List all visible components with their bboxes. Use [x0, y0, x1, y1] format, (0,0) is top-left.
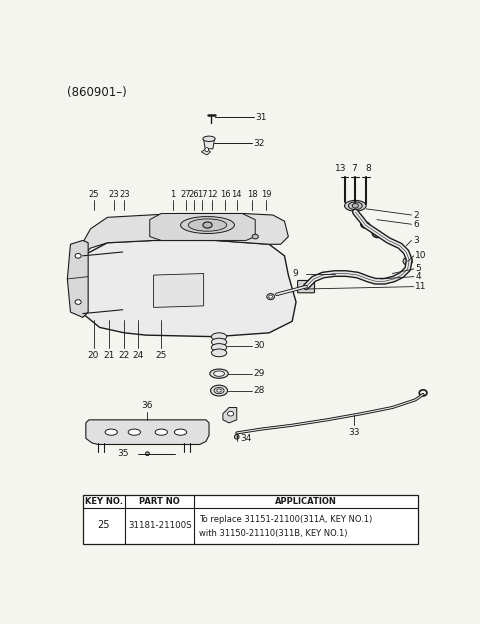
Ellipse shape	[217, 389, 221, 392]
Ellipse shape	[352, 203, 359, 208]
Text: APPLICATION: APPLICATION	[275, 497, 337, 506]
Text: 7: 7	[352, 165, 358, 173]
Text: 2: 2	[413, 210, 419, 220]
Text: 13: 13	[335, 165, 347, 173]
Text: 4: 4	[415, 272, 421, 281]
Text: 12: 12	[207, 190, 217, 199]
Ellipse shape	[210, 369, 228, 378]
Ellipse shape	[203, 136, 215, 142]
Text: 34: 34	[240, 434, 251, 443]
Text: 31181-21100S: 31181-21100S	[128, 521, 192, 530]
Polygon shape	[201, 149, 211, 155]
Text: (860901–): (860901–)	[67, 85, 127, 99]
Text: KEY NO.: KEY NO.	[85, 497, 123, 506]
Text: 22: 22	[119, 351, 130, 359]
Ellipse shape	[180, 217, 234, 233]
Text: 10: 10	[415, 251, 427, 260]
Ellipse shape	[234, 434, 239, 439]
Text: 27: 27	[180, 190, 191, 199]
Text: 3: 3	[413, 236, 419, 245]
Ellipse shape	[211, 344, 227, 351]
Ellipse shape	[203, 222, 212, 228]
Text: 33: 33	[348, 427, 360, 437]
Text: 31: 31	[255, 113, 267, 122]
Ellipse shape	[174, 429, 187, 436]
FancyBboxPatch shape	[83, 495, 418, 544]
Text: 25: 25	[156, 351, 167, 359]
Ellipse shape	[205, 148, 209, 152]
Ellipse shape	[269, 295, 273, 298]
Ellipse shape	[105, 429, 118, 436]
Text: 28: 28	[254, 386, 265, 395]
Text: 23: 23	[108, 190, 119, 199]
Text: 21: 21	[103, 351, 115, 359]
Ellipse shape	[188, 219, 227, 231]
Ellipse shape	[128, 429, 141, 436]
Text: 17: 17	[197, 190, 207, 199]
Ellipse shape	[211, 338, 227, 346]
Text: 11: 11	[415, 282, 427, 291]
Text: 30: 30	[254, 341, 265, 351]
Polygon shape	[67, 240, 88, 318]
Text: 26: 26	[188, 190, 199, 199]
Ellipse shape	[155, 429, 168, 436]
Polygon shape	[204, 140, 215, 149]
Text: 19: 19	[261, 190, 271, 199]
Polygon shape	[83, 213, 288, 256]
Text: 1: 1	[170, 190, 176, 199]
Polygon shape	[150, 213, 255, 240]
Text: To replace 31151-21100(311A, KEY NO.1): To replace 31151-21100(311A, KEY NO.1)	[199, 515, 372, 524]
Text: 25: 25	[88, 190, 99, 199]
Text: 35: 35	[118, 449, 129, 458]
Ellipse shape	[267, 293, 275, 300]
Ellipse shape	[75, 253, 81, 258]
Text: 8: 8	[366, 165, 372, 173]
Ellipse shape	[252, 234, 258, 239]
Polygon shape	[154, 273, 204, 308]
Polygon shape	[86, 420, 209, 444]
Polygon shape	[83, 240, 296, 337]
Ellipse shape	[211, 333, 227, 341]
FancyBboxPatch shape	[298, 280, 314, 293]
Text: 18: 18	[247, 190, 257, 199]
Ellipse shape	[214, 371, 225, 376]
Text: 24: 24	[132, 351, 144, 359]
Text: 14: 14	[231, 190, 242, 199]
Ellipse shape	[348, 202, 362, 210]
Ellipse shape	[214, 388, 224, 394]
Ellipse shape	[211, 349, 227, 357]
Text: 25: 25	[98, 520, 110, 530]
Ellipse shape	[211, 385, 228, 396]
Text: 23: 23	[119, 190, 130, 199]
Ellipse shape	[228, 411, 234, 416]
Ellipse shape	[75, 300, 81, 305]
Text: 16: 16	[220, 190, 230, 199]
Ellipse shape	[403, 257, 412, 265]
Text: 20: 20	[88, 351, 99, 359]
Text: 29: 29	[254, 369, 265, 378]
Text: PART NO: PART NO	[139, 497, 180, 506]
Polygon shape	[223, 407, 237, 423]
Text: 9: 9	[293, 269, 299, 278]
Text: with 31150-21110(311B, KEY NO.1): with 31150-21110(311B, KEY NO.1)	[199, 529, 348, 537]
Text: 32: 32	[254, 139, 265, 148]
Text: 5: 5	[415, 265, 421, 273]
Ellipse shape	[145, 452, 149, 456]
Text: 36: 36	[142, 401, 153, 410]
Ellipse shape	[345, 200, 366, 211]
Text: 6: 6	[413, 220, 419, 229]
